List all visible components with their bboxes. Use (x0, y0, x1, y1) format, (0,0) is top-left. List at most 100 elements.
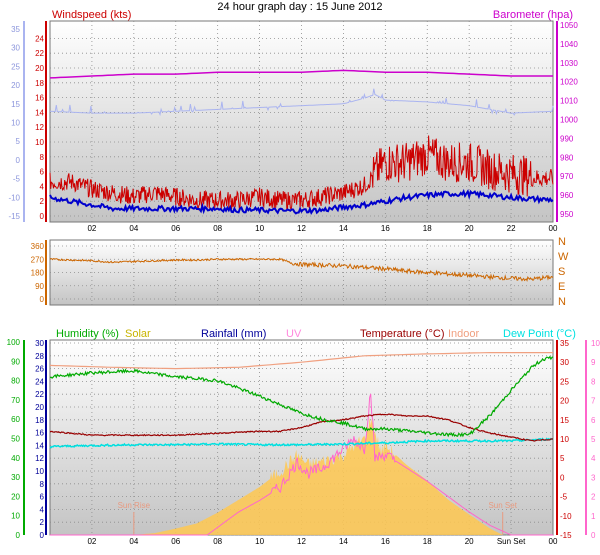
direction-tick-label: 90 (35, 282, 44, 291)
uv-tick-label: 9 (591, 358, 596, 367)
windspeed-axis-label: Windspeed (kts) (52, 9, 131, 21)
windspeed-tick-label: 6 (40, 168, 45, 177)
humidity-tick-label: 60 (11, 415, 20, 424)
outer-tick-label: 10 (11, 119, 20, 128)
windspeed-tick-label: 20 (35, 64, 44, 73)
rainfall-tick-label: 8 (40, 480, 45, 489)
temperature-tick-label: 20 (560, 397, 569, 406)
x-tick-label: 08 (213, 224, 222, 233)
rainfall-tick-label: 6 (40, 493, 45, 502)
humidity-tick-label: 0 (16, 531, 21, 540)
windspeed-tick-label: 24 (35, 34, 44, 43)
rainfall-tick-label: 16 (35, 429, 44, 438)
humidity-tick-label: 20 (11, 492, 20, 501)
x-tick-label: 04 (129, 224, 138, 233)
barometer-tick-label: 970 (560, 172, 574, 181)
rainfall-tick-label: 12 (35, 454, 44, 463)
dew-point-series-line (49, 437, 554, 449)
humidity-tick-label: 70 (11, 396, 20, 405)
direction-tick-label: 180 (31, 269, 45, 278)
rainfall-tick-label: 4 (40, 505, 45, 514)
x-tick-label: Sun Set (497, 537, 526, 546)
sun-set-annotation: Sun Set (488, 501, 517, 510)
rainfall-tick-label: 22 (35, 390, 44, 399)
compass-label: N (558, 236, 566, 248)
x-tick-label: 06 (171, 224, 180, 233)
barometer-series-line (49, 69, 553, 79)
humidity-tick-label: 80 (11, 377, 20, 386)
windspeed-tick-label: 10 (35, 138, 44, 147)
uv-tick-label: 8 (591, 377, 596, 386)
sun-rise-annotation: Sun Rise (118, 501, 151, 510)
wind-direction-series-line (49, 257, 554, 282)
uv-tick-label: 3 (591, 473, 596, 482)
barometer-tick-label: 1000 (560, 116, 578, 125)
x-tick-label: 00 (549, 224, 558, 233)
outer-tick-label: 25 (11, 62, 20, 71)
barometer-tick-label: 990 (560, 134, 574, 143)
x-tick-label: 12 (297, 537, 306, 546)
x-tick-label: 18 (423, 224, 432, 233)
barometer-tick-label: 1040 (560, 40, 578, 49)
wind-barometer-panel: 02 04 06 08 10 12 14 16 18 20 22 000246810121416182… (8, 9, 578, 233)
direction-tick-label: 270 (31, 255, 45, 264)
windspeed-tick-label: 8 (40, 153, 45, 162)
outer-scale-series-line (50, 88, 554, 117)
legend-indoor: Indoor (448, 328, 480, 340)
x-tick-label: 20 (465, 537, 474, 546)
x-tick-label: 16 (381, 537, 390, 546)
rainfall-tick-label: 18 (35, 416, 44, 425)
compass-label: N (558, 296, 566, 308)
barometer-tick-label: 1020 (560, 78, 578, 87)
legend-solar: Solar (125, 328, 151, 340)
rainfall-tick-label: 30 (35, 339, 44, 348)
x-tick-label: 22 (507, 224, 516, 233)
wind-average-series-line (49, 188, 554, 216)
outer-tick-label: -5 (13, 175, 21, 184)
humidity-tick-label: 40 (11, 454, 20, 463)
windspeed-tick-label: 0 (40, 212, 45, 221)
x-tick-label: 14 (339, 537, 348, 546)
humidity-tick-label: 50 (11, 435, 20, 444)
x-tick-label: 14 (339, 224, 348, 233)
indoor-series-line (49, 352, 553, 370)
uv-tick-label: 5 (591, 435, 596, 444)
x-tick-label: 02 (87, 224, 96, 233)
direction-tick-label: 0 (40, 295, 45, 304)
uv-tick-label: 10 (591, 339, 600, 348)
solar-series-area (50, 417, 553, 535)
compass-label: E (558, 281, 565, 293)
humidity-tick-label: 10 (11, 512, 20, 521)
rainfall-tick-label: 14 (35, 441, 44, 450)
uv-tick-label: 2 (591, 493, 596, 502)
outer-tick-label: 0 (16, 156, 21, 165)
temperature-series-line (49, 413, 554, 442)
legend-uv: UV (286, 328, 302, 340)
legend-temperature: Temperature (°C) (360, 328, 444, 340)
outer-tick-label: -10 (8, 193, 20, 202)
legend-dew-point: Dew Point (°C) (503, 328, 576, 340)
outer-tick-label: 5 (16, 137, 21, 146)
rainfall-tick-label: 20 (35, 403, 44, 412)
barometer-tick-label: 1010 (560, 97, 578, 106)
outer-tick-label: 35 (11, 25, 20, 34)
windspeed-tick-label: 18 (35, 79, 44, 88)
windspeed-tick-label: 22 (35, 49, 44, 58)
temperature-tick-label: 25 (560, 377, 569, 386)
x-tick-label: 00 (549, 537, 558, 546)
temperature-tick-label: 30 (560, 358, 569, 367)
uv-tick-label: 0 (591, 531, 596, 540)
rainfall-tick-label: 0 (40, 531, 45, 540)
humidity-series-line (49, 355, 554, 438)
temperature-tick-label: -10 (560, 512, 572, 521)
x-tick-label: 10 (255, 537, 264, 546)
direction-tick-label: 360 (31, 242, 45, 251)
barometer-tick-label: 980 (560, 153, 574, 162)
windspeed-tick-label: 2 (40, 197, 45, 206)
legend-rainfall: Rainfall (mm) (201, 328, 266, 340)
x-tick-label: 08 (213, 537, 222, 546)
uv-tick-label: 1 (591, 512, 596, 521)
barometer-tick-label: 1050 (560, 21, 578, 30)
outer-tick-label: 15 (11, 100, 20, 109)
